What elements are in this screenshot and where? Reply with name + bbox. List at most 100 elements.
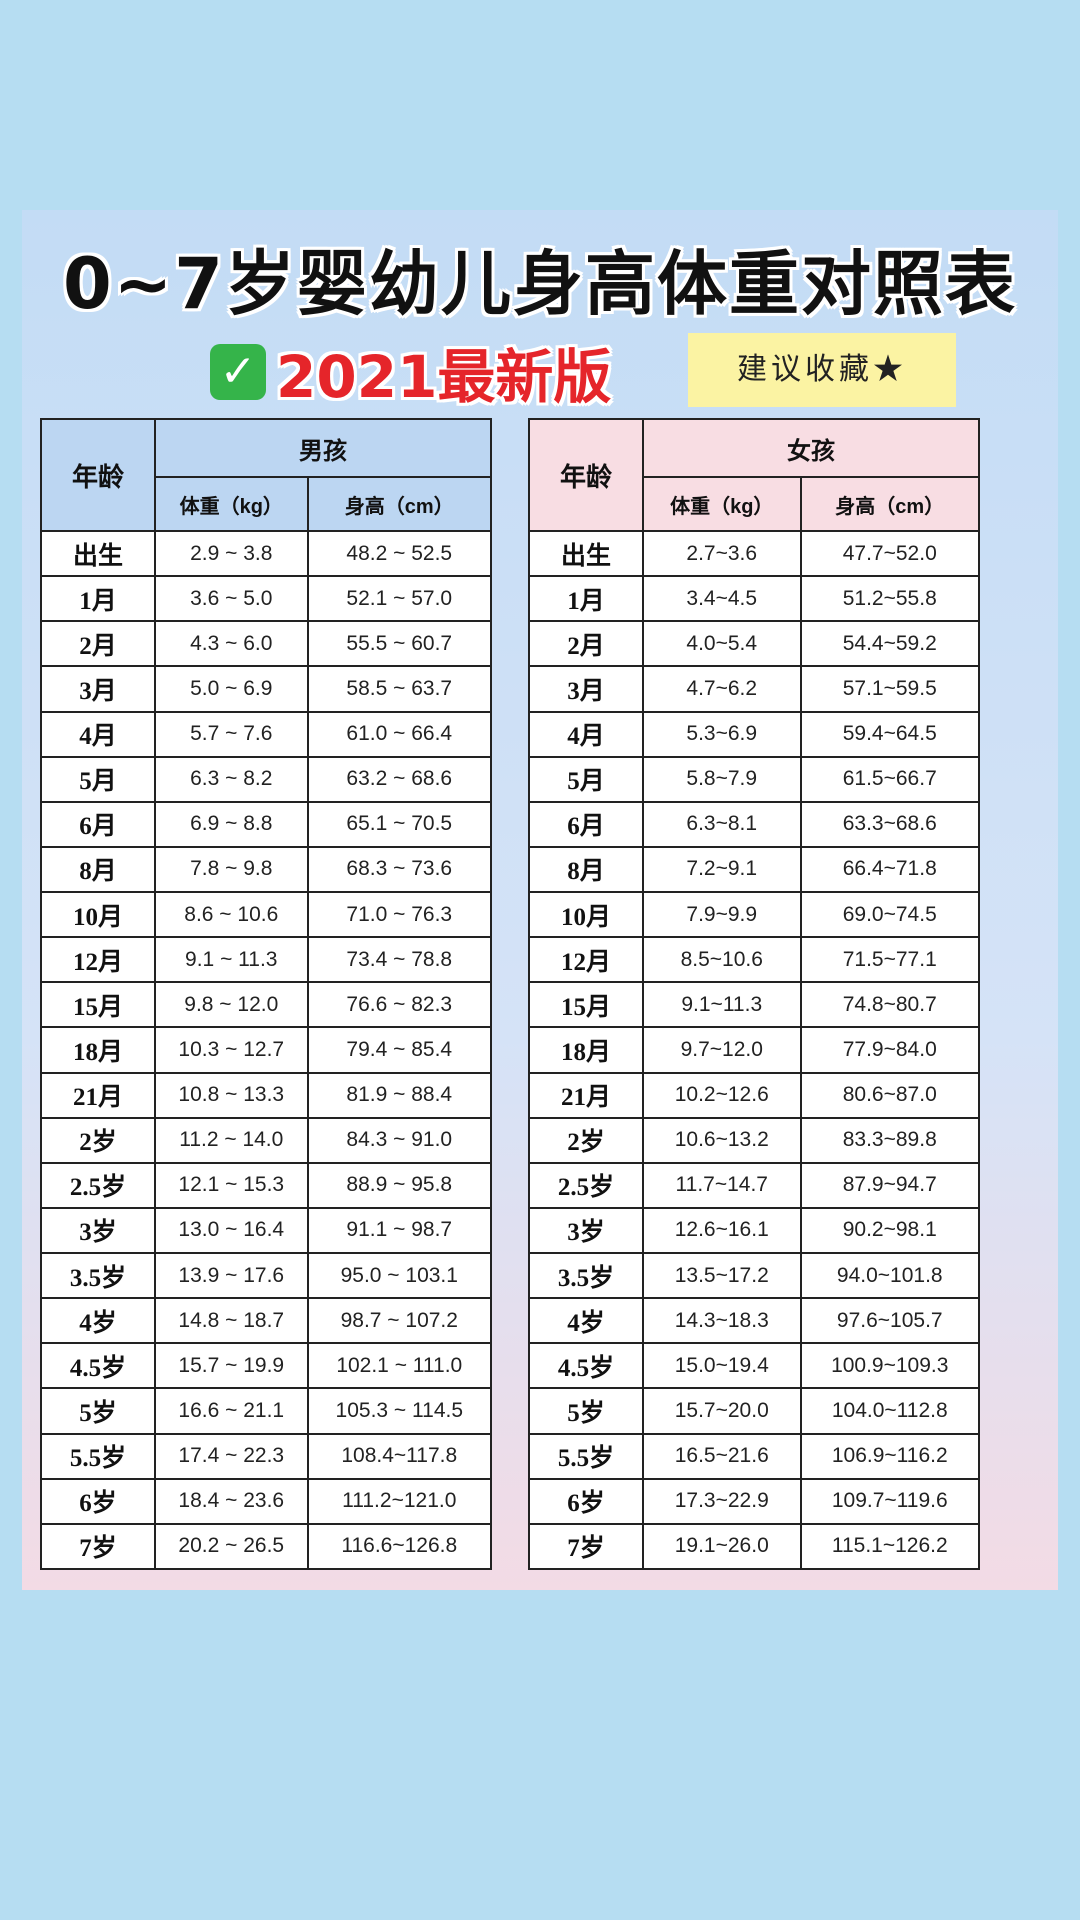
female-table: 年龄 女孩 体重（kg） 身高（cm） 出生 2.7~3.6 47.7~52.0 1月… [528,418,980,1571]
height-cell: 95.0 ~ 103.1 [306,1251,493,1300]
table-row: 21月 10.8 ~ 13.3 81.9 ~ 88.4 [40,1071,493,1119]
table-row: 6岁 18.4 ~ 23.6 111.2~121.0 [40,1477,493,1525]
weight-cell: 15.7~20.0 [642,1387,802,1435]
height-cell: 83.3~89.8 [799,1116,980,1164]
weight-cell: 6.3~8.1 [642,800,802,848]
weight-cell: 8.6 ~ 10.6 [154,890,309,939]
height-cell: 81.9 ~ 88.4 [306,1071,493,1119]
height-cell: 102.1 ~ 111.0 [306,1342,493,1390]
weight-cell: 5.7 ~ 7.6 [154,710,309,758]
weight-cell: 5.0 ~ 6.9 [154,665,309,713]
age-cell: 6岁 [40,1477,156,1525]
height-cell: 63.3~68.6 [799,800,980,848]
male-height-header: 身高（cm） [306,476,493,532]
male-age-header: 年龄 [40,418,156,532]
age-cell: 3月 [528,665,644,713]
height-cell: 69.0~74.5 [799,890,980,939]
table-row: 3岁 13.0 ~ 16.4 91.1 ~ 98.7 [40,1206,493,1255]
table-row: 2月 4.0~5.4 54.4~59.2 [528,620,980,668]
weight-cell: 12.6~16.1 [642,1206,802,1255]
weight-cell: 17.4 ~ 22.3 [154,1432,309,1480]
height-cell: 94.0~101.8 [799,1251,980,1300]
height-cell: 76.6 ~ 82.3 [306,981,493,1029]
weight-cell: 2.9 ~ 3.8 [154,529,309,578]
weight-cell: 10.3 ~ 12.7 [154,1026,309,1074]
age-cell: 18月 [528,1026,644,1074]
table-row: 1月 3.4~4.5 51.2~55.8 [528,575,980,623]
male-group-header: 男孩 [154,418,492,478]
age-cell: 6月 [528,800,644,848]
table-row: 5岁 16.6 ~ 21.1 105.3 ~ 114.5 [40,1387,493,1435]
age-cell: 2岁 [40,1116,156,1164]
height-cell: 52.1 ~ 57.0 [306,575,493,623]
height-cell: 116.6~126.8 [306,1522,493,1571]
male-panel: 年龄 男孩 体重（kg） 身高（cm） 出生 2.9 ~ 3.8 48.2 ~ 52… [40,418,493,1571]
weight-cell: 7.9~9.9 [642,890,802,939]
subtitle-row: ✓ 2021最新版 [210,340,611,411]
weight-cell: 17.3~22.9 [642,1477,802,1525]
height-cell: 108.4~117.8 [306,1432,493,1480]
age-cell: 18月 [40,1026,156,1074]
table-row: 15月 9.8 ~ 12.0 76.6 ~ 82.3 [40,981,493,1029]
weight-cell: 19.1~26.0 [642,1522,802,1571]
table-row: 4.5岁 15.7 ~ 19.9 102.1 ~ 111.0 [40,1342,493,1390]
age-cell: 7岁 [528,1522,644,1571]
table-row: 5月 6.3 ~ 8.2 63.2 ~ 68.6 [40,755,493,803]
table-row: 3月 4.7~6.2 57.1~59.5 [528,665,980,713]
height-cell: 104.0~112.8 [799,1387,980,1435]
age-cell: 2岁 [528,1116,644,1164]
male-table: 年龄 男孩 体重（kg） 身高（cm） 出生 2.9 ~ 3.8 48.2 ~ 52… [40,418,493,1571]
weight-cell: 10.6~13.2 [642,1116,802,1164]
weight-cell: 7.2~9.1 [642,845,802,894]
height-cell: 88.9 ~ 95.8 [306,1161,493,1209]
weight-cell: 20.2 ~ 26.5 [154,1522,309,1571]
weight-cell: 4.7~6.2 [642,665,802,713]
weight-cell: 16.6 ~ 21.1 [154,1387,309,1435]
table-row: 6月 6.9 ~ 8.8 65.1 ~ 70.5 [40,800,493,848]
height-cell: 71.5~77.1 [799,936,980,984]
age-cell: 出生 [528,529,644,578]
table-row: 12月 9.1 ~ 11.3 73.4 ~ 78.8 [40,936,493,984]
bookmark-sticky-note: 建议收藏★ [688,333,956,407]
female-height-header: 身高（cm） [799,476,980,532]
age-cell: 4岁 [528,1297,644,1345]
height-cell: 97.6~105.7 [799,1297,980,1345]
age-cell: 3岁 [528,1206,644,1255]
table-row: 4岁 14.8 ~ 18.7 98.7 ~ 107.2 [40,1297,493,1345]
weight-cell: 15.0~19.4 [642,1342,802,1390]
weight-cell: 6.3 ~ 8.2 [154,755,309,803]
weight-cell: 13.0 ~ 16.4 [154,1206,309,1255]
table-row: 1月 3.6 ~ 5.0 52.1 ~ 57.0 [40,575,493,623]
height-cell: 66.4~71.8 [799,845,980,894]
weight-cell: 13.5~17.2 [642,1251,802,1300]
age-cell: 4月 [40,710,156,758]
age-cell: 5.5岁 [40,1432,156,1480]
weight-cell: 6.9 ~ 8.8 [154,800,309,848]
age-cell: 5岁 [40,1387,156,1435]
age-cell: 12月 [528,936,644,984]
height-cell: 54.4~59.2 [799,620,980,668]
age-cell: 1月 [40,575,156,623]
age-cell: 6月 [40,800,156,848]
weight-cell: 4.0~5.4 [642,620,802,668]
table-row: 7岁 20.2 ~ 26.5 116.6~126.8 [40,1522,493,1571]
age-cell: 8月 [40,845,156,894]
age-cell: 2月 [40,620,156,668]
age-cell: 4月 [528,710,644,758]
age-cell: 2.5岁 [40,1161,156,1209]
height-cell: 106.9~116.2 [799,1432,980,1480]
female-weight-header: 体重（kg） [642,476,802,532]
height-cell: 61.5~66.7 [799,755,980,803]
height-cell: 98.7 ~ 107.2 [306,1297,493,1345]
weight-cell: 5.8~7.9 [642,755,802,803]
age-cell: 4岁 [40,1297,156,1345]
weight-cell: 8.5~10.6 [642,936,802,984]
weight-cell: 5.3~6.9 [642,710,802,758]
table-row: 6月 6.3~8.1 63.3~68.6 [528,800,980,848]
height-cell: 100.9~109.3 [799,1342,980,1390]
table-row: 5月 5.8~7.9 61.5~66.7 [528,755,980,803]
age-cell: 3月 [40,665,156,713]
edition-label: 2021最新版 [276,343,612,411]
weight-cell: 3.6 ~ 5.0 [154,575,309,623]
height-cell: 109.7~119.6 [799,1477,980,1525]
